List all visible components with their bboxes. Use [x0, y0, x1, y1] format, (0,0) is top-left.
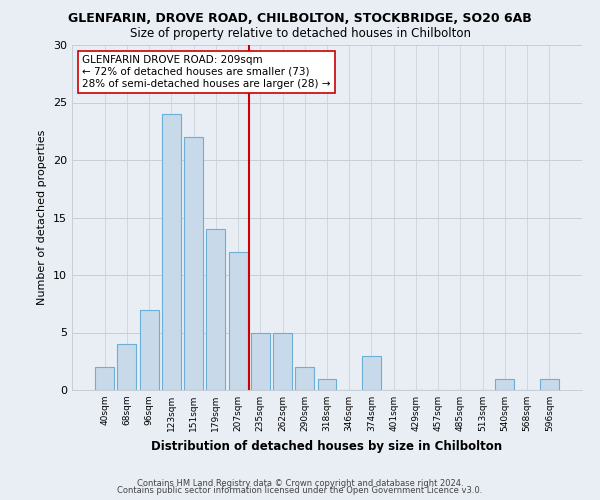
- Bar: [273, 332, 292, 390]
- Bar: [229, 252, 248, 390]
- Bar: [251, 332, 270, 390]
- Y-axis label: Number of detached properties: Number of detached properties: [37, 130, 47, 305]
- Bar: [317, 378, 337, 390]
- Bar: [206, 229, 225, 390]
- Text: Contains public sector information licensed under the Open Government Licence v3: Contains public sector information licen…: [118, 486, 482, 495]
- Bar: [140, 310, 158, 390]
- Bar: [496, 378, 514, 390]
- Text: GLENFARIN, DROVE ROAD, CHILBOLTON, STOCKBRIDGE, SO20 6AB: GLENFARIN, DROVE ROAD, CHILBOLTON, STOCK…: [68, 12, 532, 26]
- Bar: [95, 367, 114, 390]
- X-axis label: Distribution of detached houses by size in Chilbolton: Distribution of detached houses by size …: [151, 440, 503, 452]
- Bar: [362, 356, 381, 390]
- Text: GLENFARIN DROVE ROAD: 209sqm
← 72% of detached houses are smaller (73)
28% of se: GLENFARIN DROVE ROAD: 209sqm ← 72% of de…: [82, 56, 331, 88]
- Bar: [184, 137, 203, 390]
- Bar: [540, 378, 559, 390]
- Bar: [295, 367, 314, 390]
- Text: Contains HM Land Registry data © Crown copyright and database right 2024.: Contains HM Land Registry data © Crown c…: [137, 478, 463, 488]
- Text: Size of property relative to detached houses in Chilbolton: Size of property relative to detached ho…: [130, 28, 470, 40]
- Bar: [118, 344, 136, 390]
- Bar: [162, 114, 181, 390]
